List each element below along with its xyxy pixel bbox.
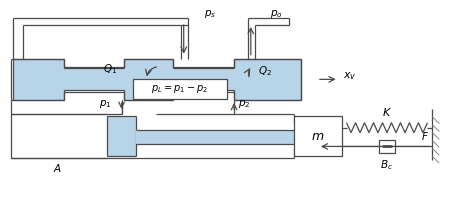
Text: $Q_2$: $Q_2$ bbox=[258, 65, 272, 78]
Bar bbox=[64, 69, 124, 90]
Bar bbox=[107, 116, 137, 156]
Text: $p_1$: $p_1$ bbox=[99, 98, 112, 110]
Text: $p_o$: $p_o$ bbox=[270, 8, 283, 20]
Text: $K$: $K$ bbox=[382, 106, 392, 118]
Text: $p_s$: $p_s$ bbox=[204, 8, 217, 20]
Bar bbox=[124, 59, 173, 100]
Bar bbox=[13, 59, 64, 100]
Text: $p_2$: $p_2$ bbox=[238, 98, 250, 110]
Bar bbox=[133, 79, 227, 99]
Text: $p_L = p_1 - p_2$: $p_L = p_1 - p_2$ bbox=[151, 83, 208, 95]
Bar bbox=[379, 140, 395, 153]
Text: $F$: $F$ bbox=[421, 130, 429, 143]
Text: $x_v$: $x_v$ bbox=[343, 70, 356, 82]
Text: $A$: $A$ bbox=[53, 162, 62, 174]
Bar bbox=[137, 130, 294, 144]
Text: $Q_1$: $Q_1$ bbox=[103, 62, 117, 76]
Bar bbox=[234, 59, 301, 100]
Text: $B_c$: $B_c$ bbox=[381, 158, 393, 172]
Bar bbox=[294, 116, 342, 156]
Bar bbox=[173, 69, 234, 90]
Text: $m$: $m$ bbox=[311, 130, 325, 143]
